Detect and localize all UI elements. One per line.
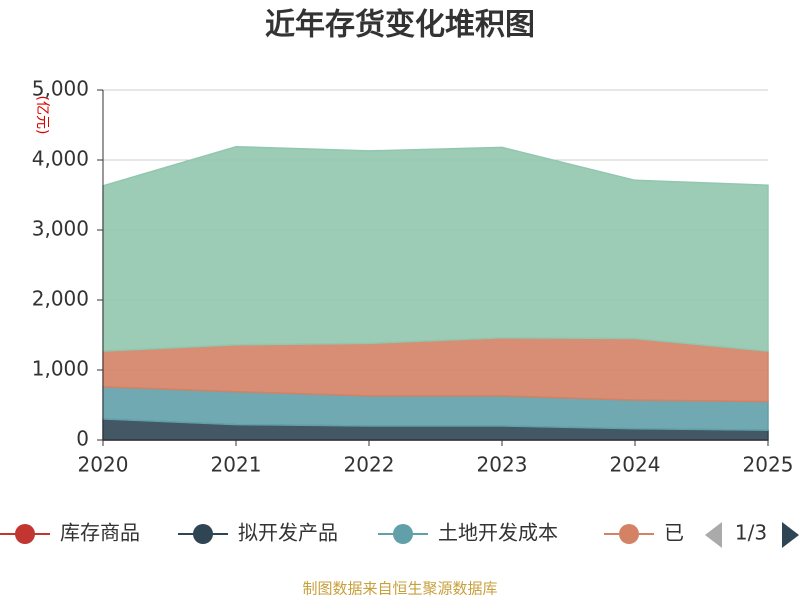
legend-label[interactable]: 土地开发成本 <box>438 521 558 545</box>
legend-label[interactable]: 已 <box>664 521 684 545</box>
legend-marker <box>15 524 35 544</box>
x-tick-label: 2023 <box>477 453 528 477</box>
legend-label[interactable]: 拟开发产品 <box>238 521 338 545</box>
source-note: 制图数据来自恒生聚源数据库 <box>302 580 497 598</box>
y-tick-label: 0 <box>76 427 89 451</box>
legend-marker <box>393 524 413 544</box>
legend-next[interactable] <box>782 522 799 548</box>
chart-title: 近年存货变化堆积图 <box>265 8 535 43</box>
legend-prev[interactable] <box>705 522 722 548</box>
y-tick-label: 4,000 <box>32 147 89 171</box>
y-tick-label: 5,000 <box>32 77 89 101</box>
legend-page: 1/3 <box>735 521 767 545</box>
y-tick-label: 1,000 <box>32 357 89 381</box>
legend-marker <box>619 524 639 544</box>
x-tick-label: 2020 <box>78 453 129 477</box>
y-unit: (亿元) <box>34 96 50 135</box>
area <box>102 145 769 352</box>
x-tick-label: 2022 <box>344 453 395 477</box>
y-tick-label: 2,000 <box>32 287 89 311</box>
y-tick-label: 3,000 <box>32 217 89 241</box>
x-tick-label: 2025 <box>743 453 794 477</box>
legend-marker <box>193 524 213 544</box>
x-tick-label: 2021 <box>211 453 262 477</box>
x-tick-label: 2024 <box>610 453 661 477</box>
legend-label[interactable]: 库存商品 <box>60 521 140 545</box>
